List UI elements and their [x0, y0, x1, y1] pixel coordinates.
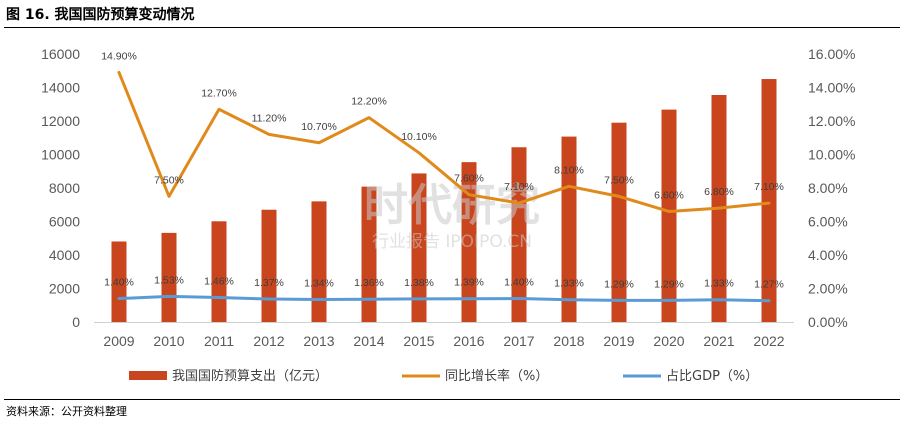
x-tick-label: 2009 — [103, 333, 134, 349]
growth-data-label: 7.10% — [754, 181, 784, 193]
growth-data-label: 10.70% — [301, 121, 337, 133]
growth-data-label: 7.50% — [154, 174, 184, 186]
y-left-tick-label: 8000 — [49, 180, 80, 196]
watermark-brand: 时代研究 — [364, 180, 540, 231]
legend-label-growth: 同比增长率（%） — [445, 368, 548, 384]
bar-budget — [111, 241, 127, 322]
defense-budget-chart: 0 2000 4000 6000 8000 10000 12000 14000 16000 0.0… — [41, 46, 855, 384]
bar-budget — [161, 232, 177, 322]
bar-budget — [661, 109, 677, 322]
y-right-tick-label: 2.00% — [808, 281, 848, 297]
y-left-tick-label: 12000 — [41, 113, 80, 129]
y-right-tick-label: 0.00% — [808, 314, 848, 330]
gdp-data-label: 1.40% — [504, 277, 534, 289]
x-tick-label: 2017 — [503, 333, 534, 349]
x-tick-label: 2020 — [653, 333, 684, 349]
bar-budget — [311, 201, 327, 322]
growth-data-label: 7.60% — [454, 173, 484, 185]
x-tick-label: 2012 — [253, 333, 284, 349]
gdp-data-label: 1.34% — [304, 278, 334, 290]
gdp-data-label: 1.37% — [254, 277, 284, 289]
y-left-tick-label: 2000 — [49, 281, 80, 297]
y-right-tick-label: 8.00% — [808, 180, 848, 196]
watermark-sub: 行业报告 IPOIPO.CN — [372, 232, 532, 252]
x-tick-label: 2010 — [153, 333, 184, 349]
x-tick-label: 2019 — [603, 333, 634, 349]
x-tick-label: 2022 — [753, 333, 784, 349]
y-right-tick-label: 10.00% — [808, 147, 855, 163]
y-left-tick-label: 4000 — [49, 247, 80, 263]
line-growth-rate — [117, 70, 771, 213]
growth-data-label: 8.10% — [554, 164, 584, 176]
y-left-tick-label: 16000 — [41, 46, 80, 62]
growth-data-label: 6.80% — [704, 186, 734, 198]
x-tick-label: 2013 — [303, 333, 334, 349]
growth-data-label: 7.10% — [504, 181, 534, 193]
gdp-data-label: 1.27% — [754, 279, 784, 291]
bar-budget — [461, 162, 477, 322]
bar-budget — [611, 122, 627, 323]
bar-budget — [511, 147, 527, 322]
gdp-data-label: 1.38% — [404, 277, 434, 289]
figure-title: 图 16. 我国国防预算变动情况 — [6, 7, 195, 23]
x-tick-label: 2015 — [403, 333, 434, 349]
bar-budget — [261, 209, 277, 322]
y-right-tick-label: 14.00% — [808, 80, 855, 96]
legend-label-gdp: 占比GDP（%） — [666, 369, 758, 384]
gdp-data-label: 1.46% — [204, 276, 234, 288]
gdp-data-label: 1.40% — [104, 277, 134, 289]
growth-data-label: 11.20% — [252, 112, 287, 124]
bar-budget — [761, 79, 777, 322]
bar-budget — [361, 186, 377, 322]
x-tick-label: 2011 — [204, 333, 234, 349]
bottom-rule — [4, 399, 900, 400]
gdp-data-label: 1.33% — [704, 278, 734, 290]
y-right-tick-label: 12.00% — [808, 113, 855, 129]
gdp-data-label: 1.33% — [554, 278, 584, 290]
y-right-tick-label: 4.00% — [808, 247, 848, 263]
legend-label-budget: 我国国防预算支出（亿元） — [172, 368, 328, 384]
y-right-tick-label: 16.00% — [808, 46, 855, 62]
gdp-data-label: 1.29% — [604, 278, 634, 290]
growth-data-label: 12.20% — [351, 96, 387, 108]
y-left-tick-label: 14000 — [41, 80, 80, 96]
growth-data-label: 14.90% — [101, 50, 137, 62]
bar-budget — [561, 136, 577, 322]
bar-budget — [211, 221, 227, 322]
gdp-data-label: 1.36% — [354, 277, 384, 289]
y-left-tick-label: 6000 — [49, 214, 80, 230]
bar-budget — [411, 173, 427, 322]
gdp-data-label: 1.29% — [654, 278, 684, 290]
y-left-tick-label: 10000 — [41, 147, 80, 163]
line-gdp-share — [117, 294, 771, 303]
legend-swatch-budget — [129, 371, 167, 380]
growth-data-label: 10.10% — [401, 131, 437, 143]
x-tick-label: 2016 — [453, 333, 484, 349]
gdp-data-label: 1.53% — [154, 274, 184, 286]
x-tick-label: 2021 — [703, 333, 734, 349]
y-right-tick-label: 6.00% — [808, 214, 848, 230]
growth-data-label: 12.70% — [201, 87, 237, 99]
gdp-data-label: 1.39% — [454, 277, 484, 289]
source-note: 资料来源：公开资料整理 — [6, 405, 127, 418]
growth-data-label: 7.50% — [604, 174, 634, 186]
y-left-tick-label: 0 — [72, 314, 80, 330]
x-tick-label: 2014 — [353, 333, 384, 349]
top-rule — [4, 27, 900, 28]
growth-data-label: 6.60% — [654, 189, 684, 201]
x-tick-label: 2018 — [553, 333, 584, 349]
